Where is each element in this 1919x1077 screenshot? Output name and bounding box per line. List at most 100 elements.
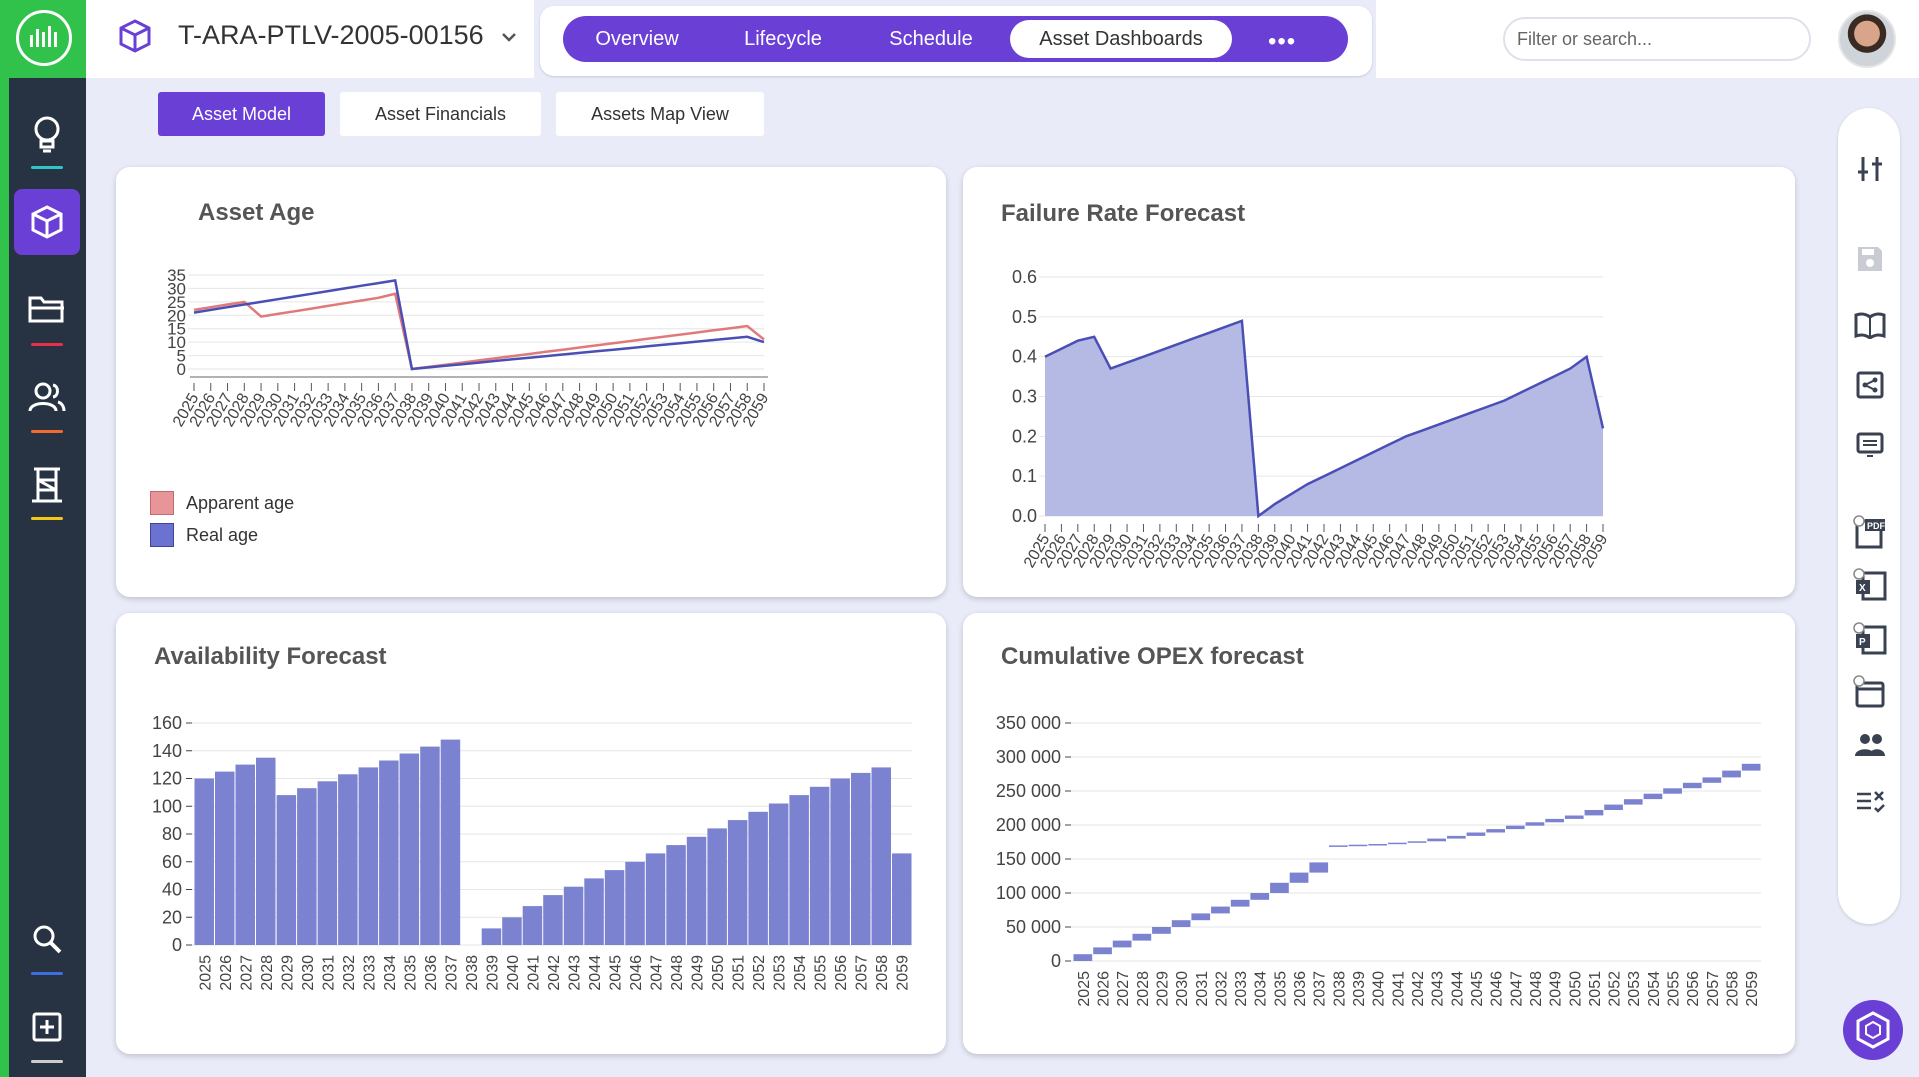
sidebar-item-infrastructure[interactable] bbox=[14, 452, 80, 518]
y-tick-label: 0.4 bbox=[1012, 347, 1037, 367]
bar bbox=[543, 895, 563, 945]
x-tick-label: 2057 bbox=[1705, 971, 1722, 1007]
excel-icon[interactable]: X bbox=[1853, 568, 1887, 602]
x-tick-label: 2047 bbox=[649, 955, 666, 991]
subtab-asset-model[interactable]: Asset Model bbox=[158, 92, 325, 136]
x-tick-label: 2045 bbox=[608, 955, 625, 991]
x-tick-label: 2053 bbox=[1626, 971, 1643, 1007]
save-icon[interactable] bbox=[1853, 242, 1887, 276]
sidebar-item-ideas[interactable] bbox=[14, 102, 80, 168]
pdf-icon[interactable]: PDF bbox=[1853, 515, 1887, 549]
app-logo[interactable] bbox=[0, 0, 86, 78]
y-tick-label: 0 bbox=[172, 935, 182, 955]
sidebar-item-add[interactable] bbox=[14, 994, 80, 1060]
folder-icon bbox=[28, 296, 64, 323]
bar bbox=[358, 767, 379, 945]
bar bbox=[1309, 862, 1329, 873]
x-tick-label: 2028 bbox=[1135, 971, 1152, 1007]
y-tick-label: 60 bbox=[162, 852, 182, 872]
search-input[interactable] bbox=[1503, 17, 1811, 61]
asset-id-title: T-ARA-PTLV-2005-00156 bbox=[178, 20, 484, 50]
x-tick-label: 2042 bbox=[546, 955, 563, 991]
tab-overview[interactable]: Overview bbox=[595, 28, 679, 50]
subtab-assets-map-view[interactable]: Assets Map View bbox=[556, 92, 764, 136]
bar bbox=[1466, 832, 1486, 836]
assistant-hex-button[interactable] bbox=[1843, 1000, 1903, 1060]
bar bbox=[1407, 841, 1427, 843]
bar bbox=[297, 788, 317, 945]
opex-chart: 0 50 000 100 000 150 000 200 000 250 000 300 0… bbox=[996, 713, 1761, 1007]
x-tick-label: 2027 bbox=[238, 955, 255, 991]
share-icon[interactable] bbox=[1853, 368, 1887, 402]
tab-schedule[interactable]: Schedule bbox=[889, 28, 973, 50]
sidebar-item-documents[interactable] bbox=[14, 276, 80, 342]
bar bbox=[1643, 793, 1663, 800]
legend-swatch bbox=[150, 523, 174, 547]
x-tick-label: 2041 bbox=[525, 955, 542, 991]
bar bbox=[1604, 804, 1623, 810]
availability-card: Availability Forecast 0 20 40 60 80 100 120 140… bbox=[116, 613, 946, 1054]
sidebar-item-users[interactable] bbox=[14, 364, 80, 430]
x-tick-label: 2036 bbox=[1292, 971, 1309, 1007]
bar bbox=[1623, 799, 1643, 805]
bar bbox=[215, 771, 235, 945]
sidebar-accent-add bbox=[31, 1060, 63, 1063]
x-tick-label: 2059 bbox=[1744, 971, 1761, 1007]
y-tick-label: 50 000 bbox=[1006, 917, 1061, 937]
subtab-asset-financials[interactable]: Asset Financials bbox=[340, 92, 541, 136]
bar bbox=[235, 764, 255, 945]
transfer-icon[interactable] bbox=[1853, 428, 1887, 462]
bar bbox=[1073, 954, 1093, 961]
search-icon bbox=[33, 925, 62, 954]
bar bbox=[1093, 947, 1112, 955]
x-tick-label: 2050 bbox=[710, 955, 727, 991]
powerpoint-icon[interactable]: P bbox=[1853, 622, 1887, 656]
people-icon[interactable] bbox=[1853, 728, 1887, 762]
sidebar-brand-edge bbox=[0, 0, 9, 1077]
book-icon[interactable] bbox=[1853, 308, 1887, 342]
checklist-icon[interactable] bbox=[1853, 784, 1887, 818]
asset-age-card: Asset Age 0 5 10 15 20 25 30 35 2025 2026 2027 2028… bbox=[116, 167, 946, 597]
bar bbox=[727, 820, 748, 945]
x-tick-label: 2056 bbox=[833, 955, 850, 991]
y-tick-label: 30 bbox=[167, 279, 186, 298]
sidebar-item-assets[interactable] bbox=[14, 189, 80, 255]
x-tick-label: 2041 bbox=[1390, 971, 1407, 1007]
y-tick-label: 100 000 bbox=[996, 883, 1061, 903]
user-avatar[interactable] bbox=[1838, 10, 1896, 68]
x-tick-label: 2027 bbox=[1115, 971, 1132, 1007]
y-tick-label: 15 bbox=[167, 320, 186, 339]
bar bbox=[420, 746, 440, 945]
legend-item-real-age[interactable]: Real age bbox=[150, 519, 294, 551]
x-tick-label: 2051 bbox=[1587, 971, 1604, 1007]
x-tick-label: 2025 bbox=[1076, 971, 1093, 1007]
x-tick-label: 2030 bbox=[300, 955, 317, 991]
x-tick-label: 2052 bbox=[751, 955, 768, 991]
tab-asset-dashboards[interactable]: Asset Dashboards bbox=[1010, 20, 1232, 58]
legend-label: Apparent age bbox=[186, 492, 295, 513]
chevron-down-icon[interactable] bbox=[498, 26, 520, 48]
bar bbox=[1741, 763, 1761, 771]
area-line bbox=[1044, 319, 1605, 519]
x-tick-label: 2029 bbox=[279, 955, 296, 991]
x-tick-label: 2045 bbox=[1469, 971, 1486, 1007]
x-tick-label: 2057 bbox=[854, 955, 871, 991]
sliders-icon[interactable] bbox=[1853, 152, 1887, 186]
legend-item-apparent-age[interactable]: Apparent age bbox=[150, 487, 294, 519]
x-tick-label: 2035 bbox=[1272, 971, 1289, 1007]
x-tick-label: 2031 bbox=[320, 955, 337, 991]
y-tick-label: 250 000 bbox=[996, 781, 1061, 801]
calendar-icon[interactable] bbox=[1853, 675, 1887, 709]
y-tick-label: 0 bbox=[177, 360, 186, 379]
bar bbox=[1564, 815, 1584, 819]
x-tick-label: 2037 bbox=[1312, 971, 1329, 1007]
series-line-apparent-age bbox=[193, 292, 765, 371]
x-tick-label: 2031 bbox=[1194, 971, 1211, 1007]
sidebar-item-search[interactable] bbox=[14, 906, 80, 972]
bar bbox=[1486, 829, 1505, 833]
bar bbox=[830, 778, 850, 945]
availability-title: Availability Forecast bbox=[154, 643, 387, 670]
tab-lifecycle[interactable]: Lifecycle bbox=[744, 28, 822, 50]
more-horizontal-icon[interactable]: ••• bbox=[1268, 28, 1297, 55]
bar bbox=[1545, 818, 1564, 823]
